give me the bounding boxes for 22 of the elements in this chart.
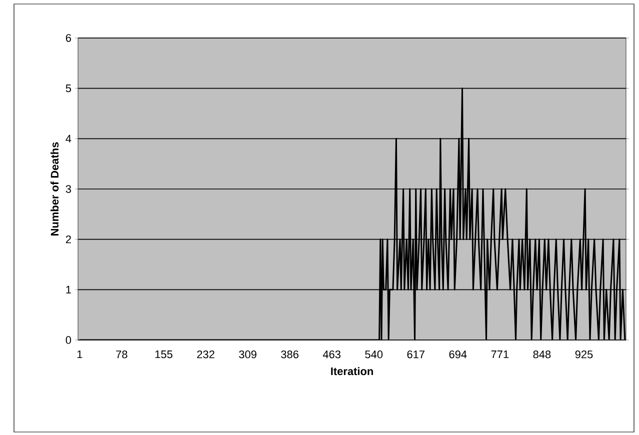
y-tick-label: 1	[66, 286, 71, 294]
y-tick-label: 3	[66, 185, 72, 193]
y-axis-title: Number of Deaths	[50, 142, 59, 236]
y-tick-label: 6	[66, 34, 72, 42]
x-tick-label: 78	[116, 350, 128, 358]
x-tick-label: 155	[155, 350, 172, 358]
y-tick-label: 5	[66, 84, 72, 92]
x-tick-label: 617	[407, 350, 424, 358]
x-tick-label: 309	[239, 350, 256, 358]
y-tick-label: 2	[66, 236, 71, 244]
x-tick-label: 1	[77, 350, 82, 358]
x-tick-label: 540	[365, 350, 383, 358]
x-tick-label: 848	[533, 350, 551, 358]
x-tick-label: 386	[281, 350, 298, 358]
x-axis-title: Iteration	[331, 367, 373, 376]
x-tick-label: 771	[491, 350, 509, 358]
x-tick-label: 232	[197, 350, 214, 358]
x-tick-label: 925	[575, 350, 593, 358]
x-tick-label: 694	[449, 350, 467, 358]
y-tick-label: 4	[66, 134, 72, 142]
x-tick-label: 463	[322, 350, 340, 358]
y-tick-label: 0	[66, 336, 72, 344]
